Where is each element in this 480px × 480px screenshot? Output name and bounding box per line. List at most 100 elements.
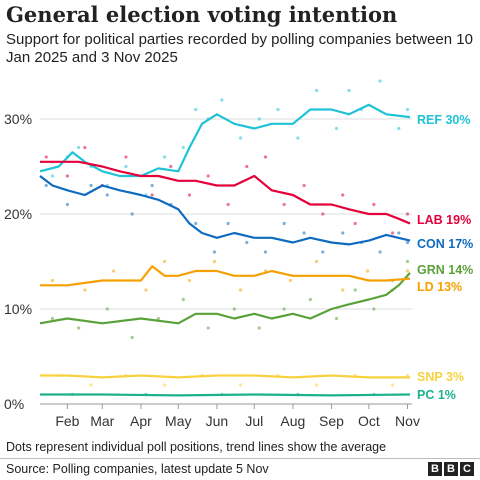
chart-subtitle: Support for political parties recorded b… [6,31,473,66]
ref-poll-point-22 [405,107,410,112]
grn-poll-point-12 [353,288,357,292]
con-series-label: CON 17% [417,237,473,251]
poll-dots-layer [44,79,410,397]
grn-series-label: GRN 14% [417,263,473,277]
lab-poll-point-15 [341,193,345,197]
con-poll-point-14 [321,250,325,254]
lab-poll-point-14 [321,212,325,216]
con-poll-point-0 [44,183,48,188]
ref-poll-point-18 [347,88,351,93]
x-tick-label-0: Feb [55,413,79,429]
source-note: Source: Polling companies, latest update… [6,462,269,476]
con-poll-point-9 [226,221,230,226]
ld-poll-point-7 [238,288,243,292]
con-poll-point-7 [194,221,198,226]
grn-poll-point-1 [77,326,81,330]
bbc-logo: B B C [428,462,474,476]
con-poll-point-19 [405,240,410,245]
lab-poll-point-8 [206,174,210,178]
ld-poll-point-11 [341,288,345,292]
con-poll-point-5 [150,183,154,188]
labels-layer: 0% 10% 20% 30% Feb Mar Apr May Jun Jul Aug Sep Oct No… [4,111,473,429]
x-tick-label-6: Aug [280,413,305,429]
grn-poll-point-3 [130,335,134,340]
ref-poll-point-15 [296,136,300,140]
con-poll-point-12 [282,221,286,226]
lab-trend-line [40,160,411,225]
grn-trend-line [39,272,411,325]
y-tick-label-2: 20% [4,206,32,222]
ref-poll-point-16 [314,88,319,93]
y-tick-label-3: 30% [4,111,32,127]
lab-poll-point-5 [150,193,154,197]
ld-poll-point-3 [144,288,148,292]
lab-poll-point-6 [169,164,173,169]
ld-poll-point-14 [405,269,410,273]
grn-poll-point-2 [105,307,109,311]
ref-poll-point-21 [397,126,401,131]
con-poll-point-15 [341,231,345,235]
grn-poll-point-9 [282,307,286,311]
snp-poll-point-7 [314,383,319,387]
lab-poll-point-0 [44,155,48,159]
grn-poll-point-4 [156,316,160,321]
grn-poll-point-5 [181,297,185,302]
lab-poll-point-9 [226,202,230,207]
lab-poll-point-2 [83,145,87,150]
x-tick-label-9: Nov [395,413,420,429]
x-tick-label-1: Mar [90,413,114,429]
lab-poll-point-7 [187,193,192,197]
grn-poll-point-13 [372,307,376,311]
ld-poll-point-6 [212,259,217,264]
y-tick-label-0: 0% [4,396,24,412]
snp-series-label: SNP 3% [417,370,464,384]
con-poll-point-10 [245,240,249,245]
x-tick-label-5: Jul [245,413,263,429]
grn-poll-point-0 [50,316,55,321]
con-poll-point-2 [89,183,93,188]
snp-trend-line [40,374,410,379]
ref-poll-point-12 [238,136,243,140]
footer-divider [0,458,480,459]
con-poll-point-11 [263,250,268,254]
con-poll-point-17 [378,250,382,254]
ld-poll-point-4 [162,259,167,264]
ref-poll-point-14 [276,107,280,112]
ref-poll-point-7 [162,155,167,159]
lab-series-label: LAB 19% [417,213,471,227]
con-poll-point-18 [397,231,401,235]
ld-poll-point-5 [187,278,192,283]
snp-poll-point-3 [162,383,167,387]
con-poll-point-4 [130,212,134,216]
logo-letter-c: C [460,462,474,476]
ld-poll-point-0 [50,278,55,283]
lab-poll-point-18 [390,231,395,235]
chart-title: General election voting intention [6,2,398,27]
grn-poll-point-10 [308,297,312,302]
ref-poll-point-9 [194,107,198,112]
ref-poll-point-20 [378,79,382,83]
ref-poll-point-13 [257,117,261,121]
grid-layer [40,118,412,409]
lab-poll-point-13 [302,183,306,188]
grn-poll-point-11 [334,316,339,321]
con-poll-point-3 [105,193,109,197]
ld-poll-point-9 [288,278,293,283]
voting-intention-chart: 0% 10% 20% 30% Feb Mar Apr May Jun Jul Aug Sep Oct No… [4,79,473,429]
con-trend-line [39,175,411,246]
ld-trend-line [40,265,411,287]
x-tick-label-4: Jun [206,413,229,429]
ld-poll-point-2 [111,269,116,273]
logo-letter-b2: B [444,462,458,476]
grn-poll-point-15 [405,259,410,264]
ref-trend-line [39,103,411,178]
lab-poll-point-16 [353,221,357,226]
x-tick-label-2: Apr [130,413,152,429]
ref-poll-point-17 [334,126,339,131]
con-poll-point-13 [302,231,306,235]
chart-footnote: Dots represent individual poll positions… [6,440,387,454]
grn-poll-point-8 [257,326,261,330]
lab-poll-point-1 [65,174,70,178]
ref-poll-point-0 [50,174,55,178]
x-tick-label-8: Oct [358,413,380,429]
